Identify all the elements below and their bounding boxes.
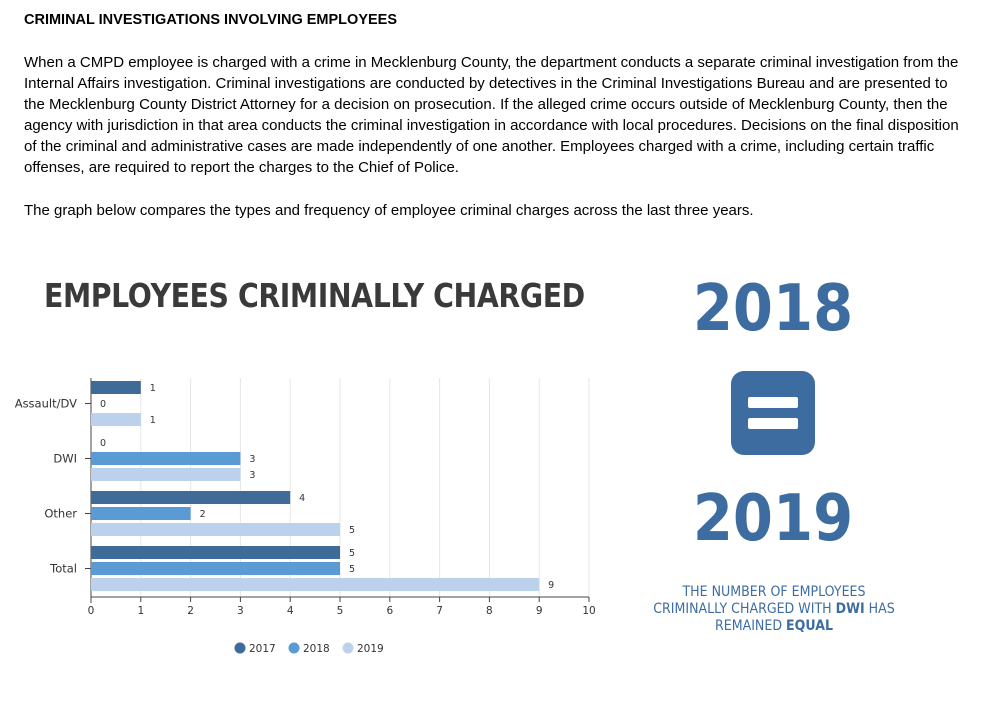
x-tick-label: 0 [88,605,95,617]
x-tick-label: 2 [187,605,194,617]
bar-2019 [91,413,141,426]
data-label: 1 [150,415,156,426]
bar-2018 [91,507,191,520]
legend-marker-2018 [288,642,300,654]
legend-label: 2018 [303,643,330,655]
bar-chart: 0 1 2 3 4 5 6 7 8 9 10Assault/DV101DWI033Other425T… [15,378,596,655]
year-bottom: 2019 [692,482,854,556]
data-label: 5 [349,525,355,536]
data-label: 3 [249,470,255,481]
document-title: CRIMINAL INVESTIGATIONS INVOLVING EMPLOY… [24,12,398,28]
bar-2019 [91,523,340,536]
category-label: DWI [53,452,77,466]
x-tick-label: 9 [536,605,543,617]
data-label: 2 [200,509,206,520]
legend-label: 2019 [357,643,384,655]
equals-sign-icon [731,371,815,455]
x-tick-label: 10 [582,605,595,617]
bar-2018 [91,562,340,575]
x-tick-label: 6 [386,605,393,617]
data-label: 0 [100,438,106,449]
legend-label: 2017 [249,643,276,655]
legend-marker-2019 [342,642,354,654]
data-label: 0 [100,399,106,410]
data-label: 9 [548,580,554,591]
data-label: 5 [349,564,355,575]
x-tick-label: 4 [287,605,294,617]
x-tick-label: 8 [486,605,493,617]
category-label: Other [44,507,77,521]
data-label: 1 [150,383,156,394]
bar-2019 [91,578,540,591]
category-label: Assault/DV [15,397,77,411]
bar-2019 [91,468,241,481]
legend-marker-2017 [234,642,246,654]
bar-2018 [91,452,241,465]
bar-2017 [91,491,291,504]
x-tick-label: 3 [237,605,244,617]
x-tick-label: 5 [337,605,344,617]
year-top: 2018 [692,272,854,346]
x-tick-label: 1 [137,605,144,617]
chart-title: EMPLOYEES CRIMINALLY CHARGED [44,276,585,315]
data-label: 3 [249,454,255,465]
x-tick-label: 7 [436,605,443,617]
bar-2017 [91,546,340,559]
data-label: 4 [299,493,305,504]
intro-paragraph: When a CMPD employee is charged with a c… [24,54,959,176]
category-label: Total [49,562,77,576]
graph-intro-paragraph: The graph below compares the types and f… [24,202,754,219]
data-label: 5 [349,548,355,559]
dwi-equal-note: THE NUMBER OF EMPLOYEES CRIMINALLY CHARG… [653,584,895,634]
bar-2017 [91,381,141,394]
